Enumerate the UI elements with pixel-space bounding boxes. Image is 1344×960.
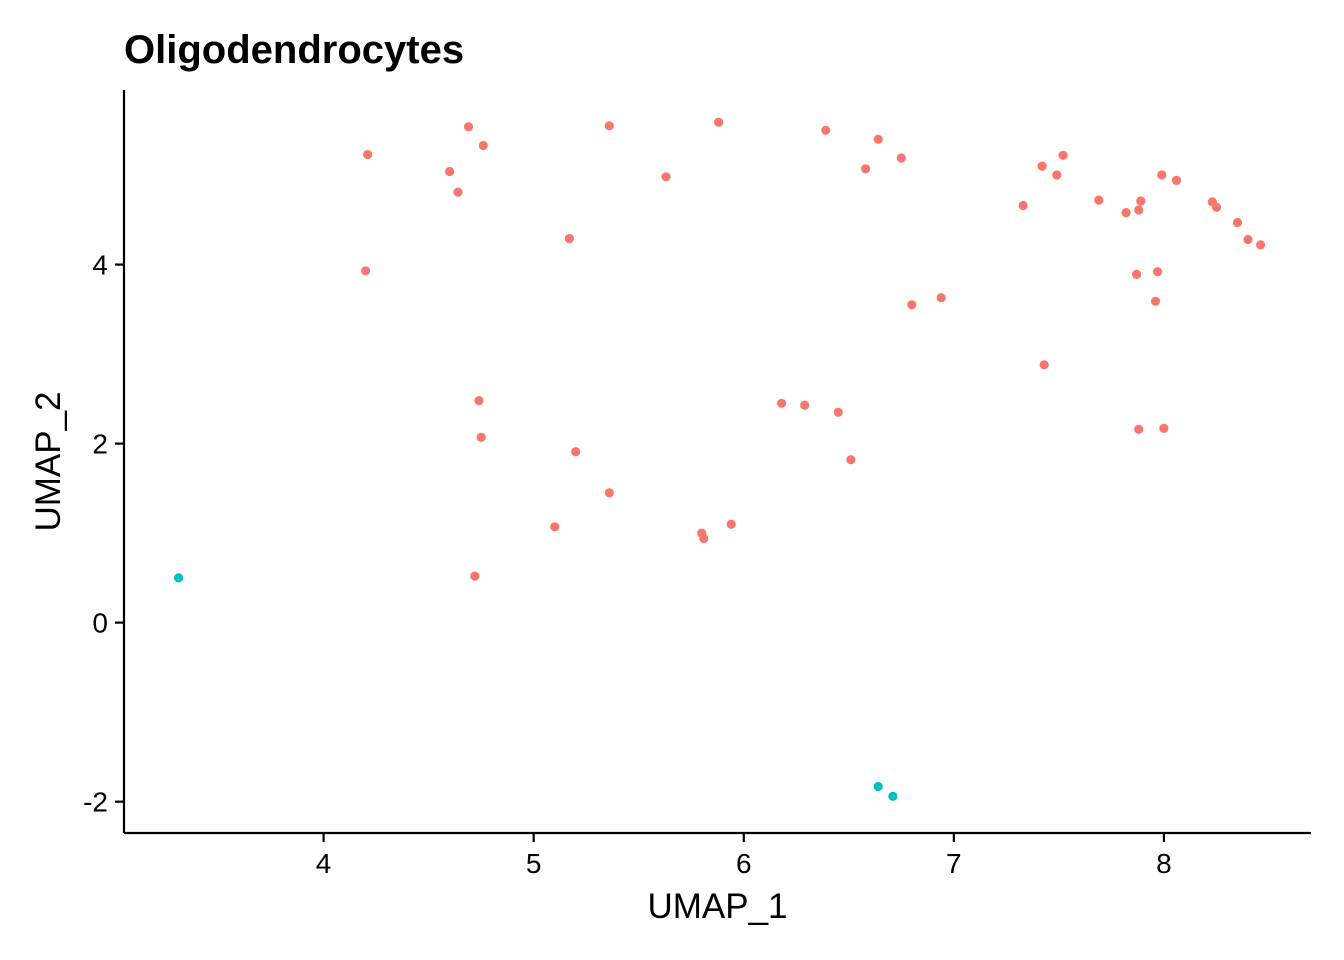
- data-point: [470, 571, 480, 581]
- data-point: [846, 455, 856, 465]
- data-point: [1150, 296, 1161, 306]
- data-point: [363, 149, 373, 160]
- data-point: [896, 153, 906, 163]
- data-point: [699, 533, 709, 544]
- data-point: [888, 791, 898, 801]
- data-point: [1243, 234, 1253, 245]
- data-point: [463, 122, 474, 132]
- data-point: [800, 400, 810, 410]
- data-point: [1157, 170, 1167, 180]
- data-point: [714, 117, 724, 127]
- data-point: [907, 300, 917, 310]
- data-point: [661, 172, 671, 182]
- data-point: [550, 522, 560, 532]
- data-point: [478, 140, 488, 151]
- data-point: [1134, 205, 1144, 215]
- data-point: [445, 166, 455, 177]
- data-point: [833, 407, 843, 417]
- data-point: [1039, 360, 1049, 370]
- data-point: [476, 432, 486, 442]
- chart-title: Oligodendrocytes: [124, 28, 464, 72]
- data-point: [1134, 424, 1144, 434]
- y-tick-label: 2: [92, 429, 108, 460]
- y-tick-label: -2: [83, 787, 108, 818]
- data-point: [1018, 200, 1028, 211]
- data-point: [1159, 423, 1169, 433]
- data-point: [1094, 195, 1104, 205]
- data-point: [1136, 196, 1146, 206]
- y-tick-label: 4: [92, 250, 108, 281]
- data-point: [777, 398, 787, 408]
- data-point: [1052, 170, 1062, 180]
- data-point: [1058, 150, 1068, 160]
- y-axis-ticks: -2 0 2 4: [83, 250, 124, 818]
- data-point: [604, 488, 614, 498]
- x-axis-ticks: 4 5 6 7 8: [316, 833, 1172, 879]
- y-axis-title: UMAP_2: [29, 391, 68, 531]
- data-point: [571, 447, 581, 457]
- data-point: [726, 519, 736, 529]
- x-tick-label: 7: [946, 848, 962, 879]
- x-tick-label: 4: [316, 848, 332, 879]
- y-tick-label: 0: [92, 608, 108, 639]
- data-point: [821, 125, 831, 135]
- data-point: [604, 121, 614, 131]
- data-point: [1171, 175, 1182, 185]
- data-point: [1232, 217, 1243, 228]
- data-point: [1211, 202, 1222, 212]
- data-point: [453, 187, 463, 197]
- data-point: [1037, 161, 1047, 171]
- data-point: [936, 293, 946, 303]
- x-tick-label: 6: [736, 848, 752, 879]
- data-point: [873, 781, 883, 792]
- data-point: [1153, 267, 1163, 277]
- data-point: [873, 134, 883, 144]
- data-point: [174, 573, 184, 583]
- x-tick-label: 5: [526, 848, 542, 879]
- x-tick-label: 8: [1156, 848, 1172, 879]
- points-layer: [174, 117, 1266, 801]
- data-point: [1256, 240, 1266, 250]
- data-point: [1121, 208, 1131, 218]
- data-point: [474, 396, 484, 406]
- x-axis-title: UMAP_1: [647, 887, 787, 926]
- data-point: [564, 234, 575, 244]
- data-point: [1132, 269, 1142, 279]
- data-point: [861, 164, 871, 174]
- data-point: [361, 266, 371, 276]
